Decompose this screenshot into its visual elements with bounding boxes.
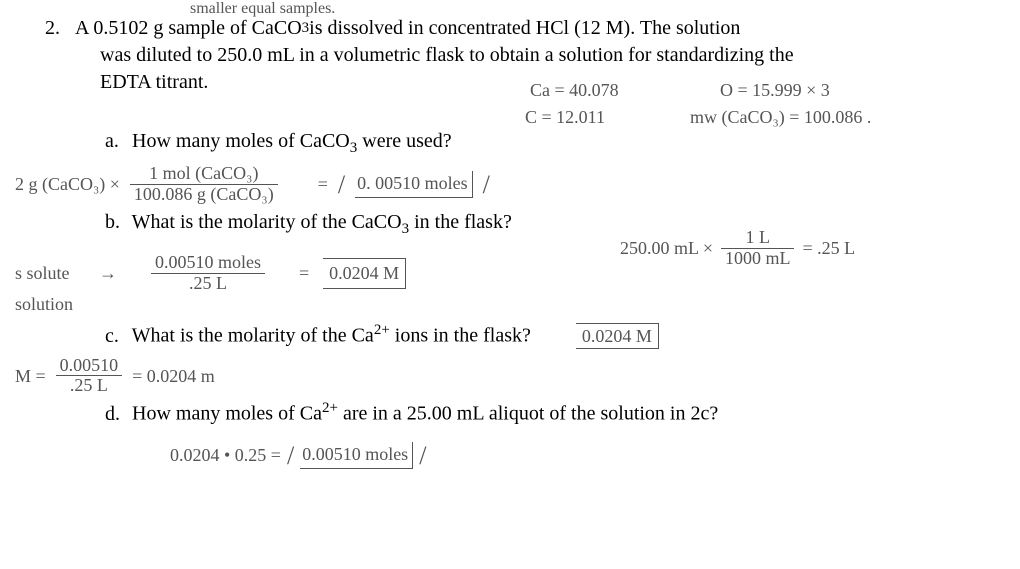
work-b-right-lead: 250.00 mL × [620,236,713,260]
work-b-answer: 0.0204 M [323,258,406,288]
work-a-den: 100.086 g (CaCO₃) [130,185,278,205]
mw-mw: mw (CaCO₃) = 100.086 . [690,105,871,129]
header-scribble: smaller equal samples. [190,0,335,20]
work-b-den: .25 L [151,274,265,294]
work-d-slash2: / [419,438,426,473]
work-c-den: .25 L [56,376,123,396]
work-b-right-frac: 1 L 1000 mL [721,228,795,269]
problem-line1b: is dissolved in concentrated HCl (12 M).… [309,15,740,42]
work-b-solution-label: solution [15,292,1000,316]
work-b-arrow: → [99,261,117,285]
part-b-text1: What is the molarity of the CaCO [132,211,402,233]
work-a-frac: 1 mol (CaCO₃) 100.086 g (CaCO₃) [130,164,278,205]
work-d-expr: 0.0204 • 0.25 = [170,443,281,467]
work-d-answer: 0.00510 moles [300,442,413,469]
part-d-text2: are in a 25.00 mL aliquot of the solutio… [338,403,718,425]
problem-number: 2. [45,15,75,42]
part-a-label: a. [105,128,127,155]
part-d-label: d. [105,401,127,428]
mw-o: O = 15.999 × 3 [720,78,830,102]
ca2plus-d: 2+ [322,400,338,416]
work-b-right-num: 1 L [721,228,795,249]
work-b-right: 250.00 mL × 1 L 1000 mL = .25 L [620,228,855,269]
part-d: d. How many moles of Ca2+ are in a 25.00… [105,398,1000,428]
work-a-eq: = [318,172,328,196]
part-d-text1: How many moles of Ca [132,403,322,425]
work-c-frac: 0.00510 .25 L [56,356,123,397]
work-b-right-eq: = .25 L [802,236,855,260]
work-d: 0.0204 • 0.25 = / 0.00510 moles / [170,438,1000,473]
mw-ca: Ca = 40.078 [530,78,619,102]
part-c-label: c. [105,323,127,350]
work-b-frac: 0.00510 moles .25 L [151,253,265,294]
part-b-label: b. [105,209,127,236]
work-c-num: 0.00510 [56,356,123,377]
part-c: c. What is the molarity of the Ca2+ ions… [105,320,1000,350]
work-c-answer-box: 0.0204 M [576,323,659,349]
work-b-num: 0.00510 moles [151,253,265,274]
work-c: M = 0.00510 .25 L = 0.0204 m [15,356,1000,397]
part-a: a. How many moles of CaCO3 were used? [105,128,1000,158]
work-b-eq: = [299,261,309,285]
work-a-num: 1 mol (CaCO₃) [130,164,278,185]
work-c-lead: M = [15,364,46,388]
problem-line2: was diluted to 250.0 mL in a volumetric … [100,42,1000,69]
sub3-1: 3 [302,18,310,38]
work-d-slash1: / [287,438,294,473]
part-a-text2: were used? [357,130,451,152]
problem-statement: 2. A 0.5102 g sample of CaCO3 is dissolv… [45,15,1000,96]
part-a-text1: How many moles of CaCO [132,130,350,152]
work-c-eq: = 0.0204 m [132,364,215,388]
work-b-solute: s solute [15,261,85,285]
ca2plus-c: 2+ [374,322,390,338]
work-b-right-den: 1000 mL [721,249,795,269]
part-c-text2: ions in the flask? [390,325,531,347]
part-c-text1: What is the molarity of the Ca [132,325,374,347]
work-a: 2 g (CaCO₃) × 1 mol (CaCO₃) 100.086 g (C… [15,164,1000,205]
mw-c: C = 12.011 [525,105,605,129]
work-a-lead: 2 g (CaCO₃) × [15,172,120,196]
sub3-b: 3 [402,221,410,237]
work-a-slash1: / [338,167,345,202]
work-a-answer: 0. 00510 moles [355,171,473,198]
part-b: b. What is the molarity of the CaCO3 in … [105,209,1000,239]
part-b-text2: in the flask? [409,211,512,233]
work-a-slash2: / [483,167,490,202]
